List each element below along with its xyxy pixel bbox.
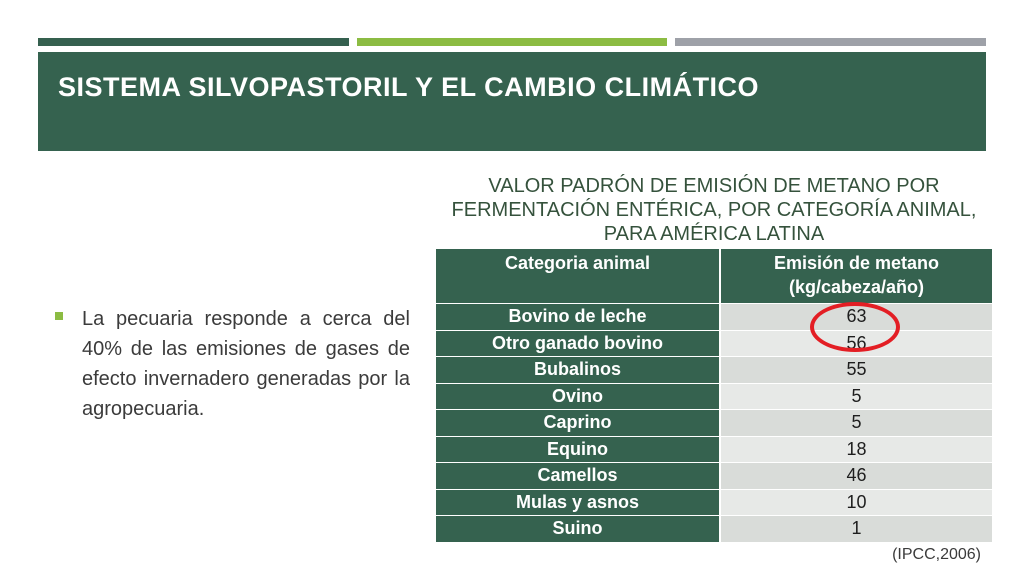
value-cell: 56 — [720, 329, 992, 357]
table-row: Camellos 46 — [436, 462, 992, 489]
table-title: Valor padrón de emisión de metano por fe… — [451, 175, 977, 245]
table-row: Ovino 5 — [436, 382, 992, 410]
category-cell: Caprino — [436, 409, 721, 436]
table-row: Bubalinos 55 — [436, 356, 992, 383]
accent-stripe-dark-green — [38, 38, 349, 46]
category-cell: Ovino — [436, 382, 721, 410]
value-cell: 55 — [720, 356, 992, 383]
table-row: Otro ganado bovino 56 — [436, 329, 992, 357]
bullet-text: La pecuaria responde a cerca del 40% de … — [82, 308, 410, 420]
accent-stripe-light-green — [357, 38, 667, 46]
bullet-point: La pecuaria responde a cerca del 40% de … — [55, 304, 410, 424]
value-cell: 18 — [720, 435, 992, 463]
table-row: Equino 18 — [436, 435, 992, 463]
category-cell: Bovino de leche — [436, 303, 721, 330]
table-row: Mulas y asnos 10 — [436, 488, 992, 516]
value-cell: 1 — [720, 515, 992, 542]
table-header-row: Categoria animal Emisión de metano (kg/c… — [436, 249, 992, 304]
category-cell: Camellos — [436, 462, 721, 489]
value-cell: 46 — [720, 462, 992, 489]
header-category: Categoria animal — [436, 249, 721, 304]
value-cell: 63 — [720, 303, 992, 330]
category-cell: Otro ganado bovino — [436, 329, 721, 357]
category-cell: Mulas y asnos — [436, 488, 721, 516]
source-citation: (IPCC,2006) — [892, 546, 981, 563]
slide-title: SISTEMA SILVOPASTORIL Y EL CAMBIO CLIMÁT… — [58, 72, 760, 102]
value-cell: 10 — [720, 488, 992, 516]
table-row: Bovino de leche 63 — [436, 303, 992, 330]
accent-stripe-gray — [675, 38, 986, 46]
table-row: Caprino 5 — [436, 409, 992, 436]
methane-emissions-table: Categoria animal Emisión de metano (kg/c… — [436, 249, 992, 542]
category-cell: Equino — [436, 435, 721, 463]
square-bullet-icon — [55, 312, 63, 320]
value-cell: 5 — [720, 382, 992, 410]
category-cell: Suino — [436, 515, 721, 542]
table-row: Suino 1 — [436, 515, 992, 542]
category-cell: Bubalinos — [436, 356, 721, 383]
title-bar: SISTEMA SILVOPASTORIL Y EL CAMBIO CLIMÁT… — [38, 52, 986, 151]
value-cell: 5 — [720, 409, 992, 436]
header-emission: Emisión de metano (kg/cabeza/año) — [720, 249, 992, 304]
